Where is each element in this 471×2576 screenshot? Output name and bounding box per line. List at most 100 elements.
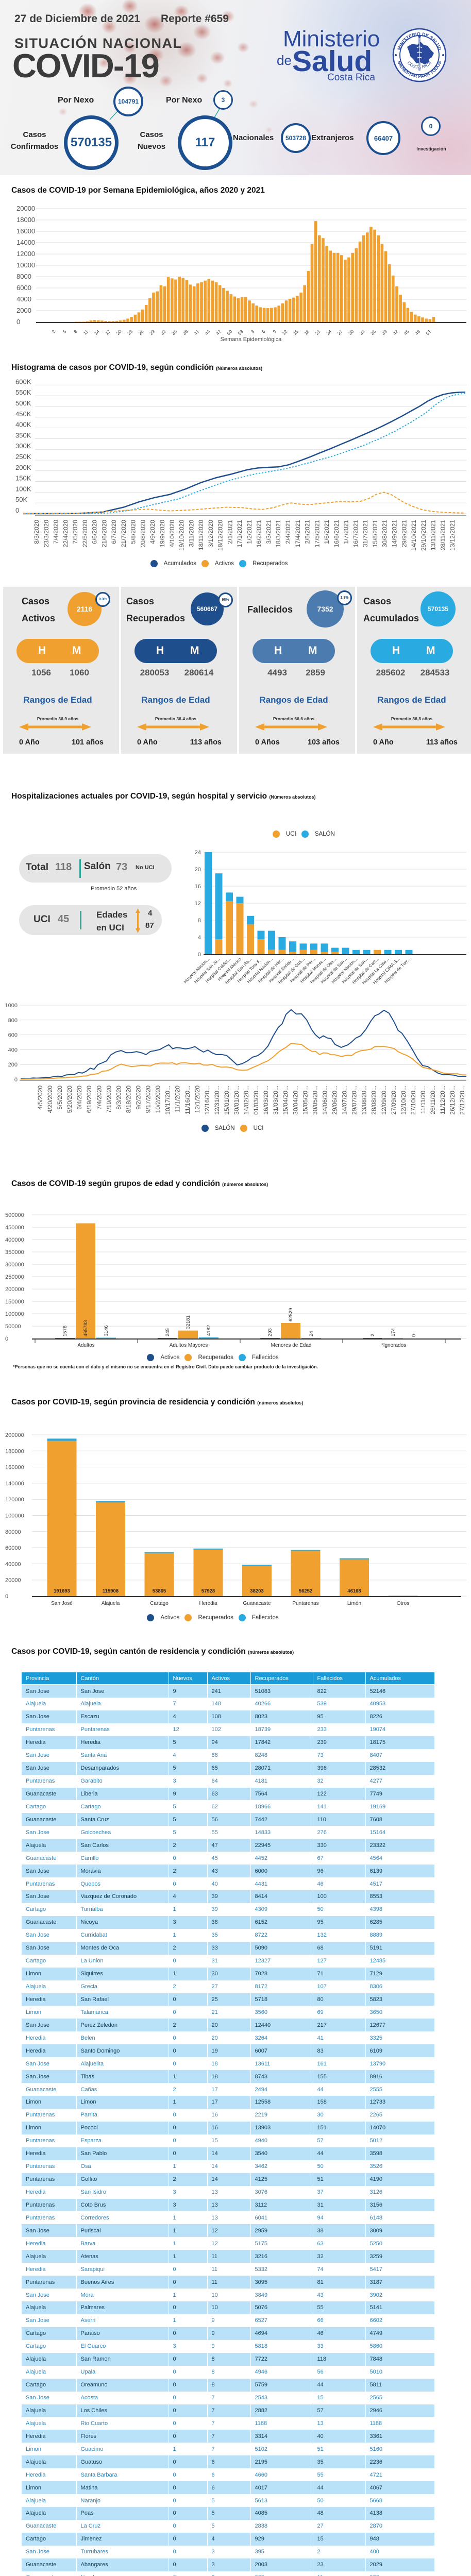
svg-text:38203: 38203 — [250, 1588, 263, 1594]
svg-text:Heredia: Heredia — [199, 1601, 217, 1606]
svg-text:245: 245 — [165, 1328, 171, 1336]
svg-text:12: 12 — [195, 901, 201, 907]
svg-text:12000: 12000 — [16, 250, 35, 258]
svg-text:0: 0 — [5, 1336, 8, 1342]
svg-text:0: 0 — [14, 1077, 18, 1083]
svg-text:250000: 250000 — [5, 1274, 24, 1280]
svg-text:191693: 191693 — [54, 1588, 70, 1594]
svg-text:0: 0 — [5, 1594, 8, 1600]
svg-text:15/04/20...: 15/04/20... — [282, 1086, 289, 1115]
svg-text:28/11/2021: 28/11/2021 — [439, 520, 446, 550]
svg-text:32181: 32181 — [186, 1315, 191, 1329]
svg-text:0: 0 — [16, 318, 20, 326]
svg-text:12/10/20...: 12/10/20... — [400, 1086, 407, 1115]
svg-text:4/20/2020: 4/20/2020 — [46, 1086, 54, 1113]
svg-text:21/7/2020: 21/7/2020 — [120, 520, 127, 548]
svg-text:57928: 57928 — [201, 1588, 215, 1594]
svg-text:29/06/20...: 29/06/20... — [331, 1086, 339, 1115]
svg-text:56252: 56252 — [299, 1588, 312, 1594]
svg-text:50000: 50000 — [5, 1324, 21, 1330]
svg-text:3/11/2020: 3/11/2020 — [188, 520, 195, 547]
svg-text:16/2/2021: 16/2/2021 — [256, 520, 263, 548]
svg-text:10/2/2020: 10/2/2020 — [155, 1086, 162, 1113]
svg-text:9/2/2020: 9/2/2020 — [135, 1086, 142, 1110]
svg-text:100K: 100K — [15, 485, 31, 493]
svg-text:29/07/20...: 29/07/20... — [351, 1086, 358, 1115]
svg-text:9: 9 — [272, 329, 278, 334]
svg-text:150000: 150000 — [5, 1299, 24, 1305]
svg-text:2/4/2021: 2/4/2021 — [284, 520, 292, 544]
svg-text:1000: 1000 — [5, 1003, 18, 1009]
svg-text:100000: 100000 — [5, 1311, 24, 1317]
svg-text:300000: 300000 — [5, 1262, 24, 1268]
svg-text:1/2/2021: 1/2/2021 — [246, 520, 253, 544]
svg-text:01/03/20...: 01/03/20... — [253, 1086, 260, 1115]
svg-text:15/05/20...: 15/05/20... — [301, 1086, 309, 1115]
svg-text:18/11/2020: 18/11/2020 — [197, 520, 205, 550]
svg-text:17/4/2021: 17/4/2021 — [294, 520, 301, 548]
svg-text:San José: San José — [51, 1601, 73, 1606]
svg-text:Menores de Edad: Menores de Edad — [271, 1343, 312, 1348]
svg-text:8000: 8000 — [16, 273, 31, 280]
svg-text:4000: 4000 — [16, 295, 31, 303]
svg-text:7/4/2020: 7/4/2020 — [53, 520, 60, 544]
svg-text:11/1/2020: 11/1/2020 — [174, 1086, 181, 1113]
svg-text:5: 5 — [62, 329, 68, 334]
svg-text:19/9/2020: 19/9/2020 — [159, 520, 166, 548]
svg-text:10/17/20...: 10/17/20... — [164, 1086, 172, 1115]
svg-text:5/8/2020: 5/8/2020 — [130, 520, 137, 544]
svg-text:12/16/20...: 12/16/20... — [204, 1086, 211, 1115]
svg-text:50K: 50K — [15, 496, 27, 503]
svg-text:7/4/2020: 7/4/2020 — [95, 1086, 103, 1110]
svg-text:6: 6 — [261, 329, 266, 334]
svg-text:500000: 500000 — [5, 1212, 24, 1218]
svg-text:10000: 10000 — [16, 261, 35, 269]
svg-text:400: 400 — [8, 1047, 18, 1053]
svg-text:23/3/2020: 23/3/2020 — [43, 520, 50, 548]
svg-text:4/10/2020: 4/10/2020 — [169, 520, 176, 548]
svg-text:350000: 350000 — [5, 1249, 24, 1256]
svg-text:200000: 200000 — [5, 1286, 24, 1293]
svg-text:8/3/2020: 8/3/2020 — [33, 520, 40, 544]
svg-text:4/5/2020: 4/5/2020 — [37, 1086, 44, 1110]
svg-text:8/3/2020: 8/3/2020 — [115, 1086, 122, 1110]
svg-text:115908: 115908 — [103, 1588, 119, 1594]
svg-text:120000: 120000 — [5, 1497, 24, 1503]
svg-text:140000: 140000 — [5, 1481, 24, 1487]
svg-text:14/10/2021: 14/10/2021 — [410, 520, 417, 551]
svg-text:150K: 150K — [15, 474, 31, 482]
svg-text:Adultos Mayores: Adultos Mayores — [170, 1343, 208, 1348]
svg-text:30/8/2021: 30/8/2021 — [381, 520, 389, 548]
svg-text:3/12/2020: 3/12/2020 — [207, 520, 214, 548]
svg-text:14/02/20...: 14/02/20... — [243, 1086, 250, 1115]
svg-text:14/9/2021: 14/9/2021 — [391, 520, 398, 548]
svg-text:400000: 400000 — [5, 1237, 24, 1243]
svg-text:4182: 4182 — [206, 1325, 212, 1336]
svg-text:Adultos: Adultos — [77, 1343, 94, 1348]
svg-text:2000: 2000 — [16, 307, 31, 314]
svg-text:Alajuela: Alajuela — [102, 1601, 120, 1606]
svg-text:20000: 20000 — [16, 205, 35, 212]
svg-text:60000: 60000 — [5, 1545, 21, 1551]
svg-text:16000: 16000 — [16, 227, 35, 235]
svg-text:0: 0 — [198, 952, 201, 958]
svg-text:30/01/20...: 30/01/20... — [233, 1086, 240, 1115]
svg-text:3/3/2021: 3/3/2021 — [265, 520, 273, 544]
svg-text:29/10/2021: 29/10/2021 — [420, 520, 427, 551]
svg-text:20: 20 — [195, 867, 201, 873]
svg-text:6000: 6000 — [16, 284, 31, 292]
svg-text:550K: 550K — [15, 388, 31, 396]
svg-text:17/5/2021: 17/5/2021 — [313, 520, 321, 548]
svg-text:17/1/2021: 17/1/2021 — [236, 520, 243, 548]
svg-text:46168: 46168 — [347, 1588, 361, 1594]
svg-text:24: 24 — [309, 1331, 314, 1336]
svg-text:15/8/2021: 15/8/2021 — [372, 520, 379, 548]
svg-text:30/05/20...: 30/05/20... — [311, 1086, 318, 1115]
svg-text:40000: 40000 — [5, 1561, 21, 1567]
svg-text:465783: 465783 — [83, 1320, 89, 1336]
svg-text:250K: 250K — [15, 453, 31, 461]
svg-text:600: 600 — [8, 1032, 18, 1039]
svg-text:100000: 100000 — [5, 1513, 24, 1519]
svg-text:15/01/20...: 15/01/20... — [223, 1086, 230, 1115]
svg-text:18000: 18000 — [16, 216, 35, 224]
